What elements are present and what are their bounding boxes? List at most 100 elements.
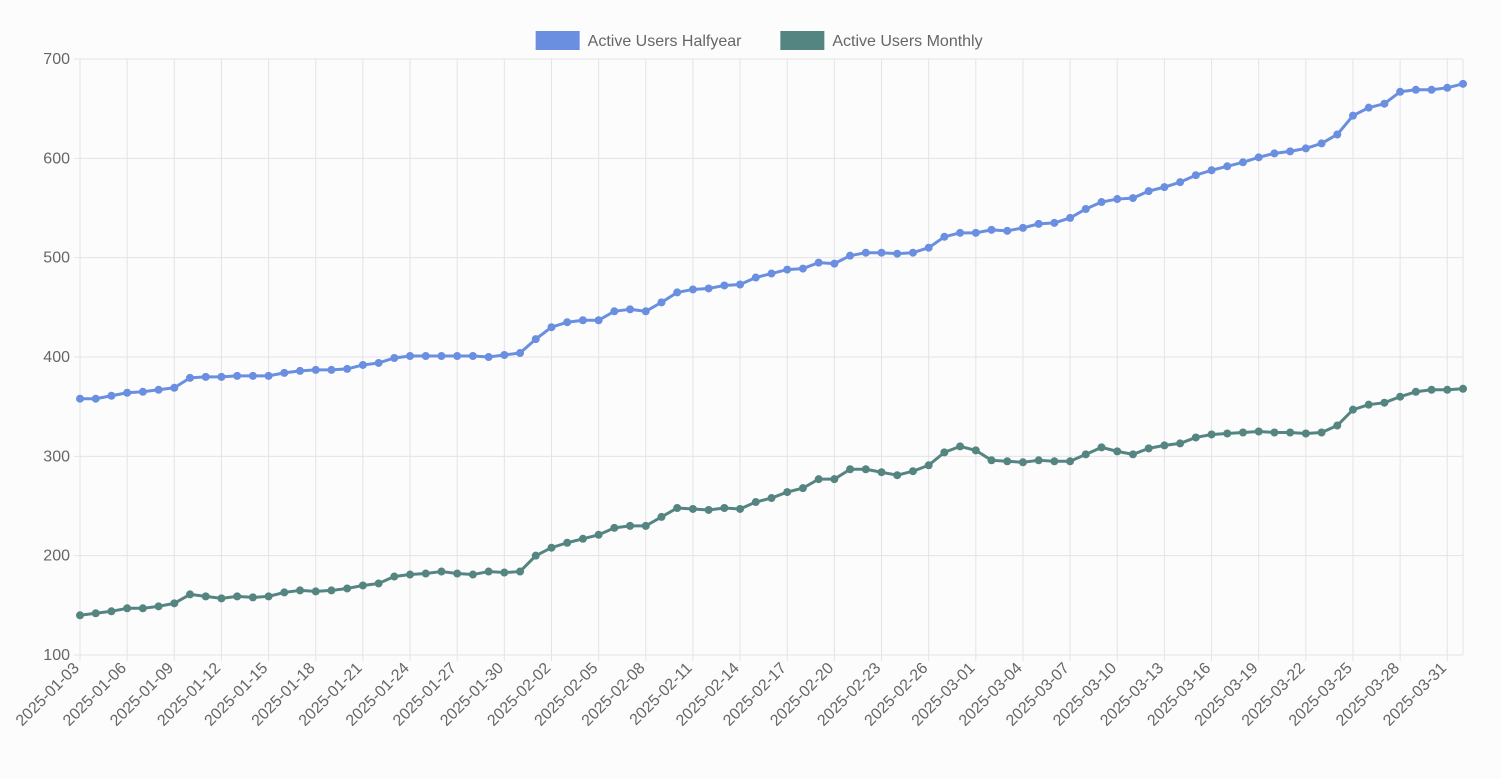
data-point[interactable] xyxy=(280,368,289,377)
data-point[interactable] xyxy=(468,352,477,361)
data-point[interactable] xyxy=(1144,187,1153,196)
data-point[interactable] xyxy=(563,538,572,547)
data-point[interactable] xyxy=(736,504,745,513)
data-point[interactable] xyxy=(1254,427,1263,436)
data-point[interactable] xyxy=(1270,428,1279,437)
data-point[interactable] xyxy=(500,351,509,360)
data-point[interactable] xyxy=(940,448,949,457)
data-point[interactable] xyxy=(1364,103,1373,112)
data-point[interactable] xyxy=(358,581,367,590)
data-point[interactable] xyxy=(720,281,729,290)
data-point[interactable] xyxy=(1128,450,1137,459)
data-point[interactable] xyxy=(971,228,980,237)
data-point[interactable] xyxy=(1443,385,1452,394)
data-point[interactable] xyxy=(1160,183,1169,192)
data-point[interactable] xyxy=(233,371,242,380)
data-point[interactable] xyxy=(1018,223,1027,232)
data-point[interactable] xyxy=(358,360,367,369)
data-point[interactable] xyxy=(280,588,289,597)
data-point[interactable] xyxy=(437,352,446,361)
data-point[interactable] xyxy=(1396,392,1405,401)
data-point[interactable] xyxy=(956,442,965,451)
data-point[interactable] xyxy=(987,456,996,465)
data-point[interactable] xyxy=(1066,213,1075,222)
data-point[interactable] xyxy=(1081,450,1090,459)
data-point[interactable] xyxy=(594,316,603,325)
data-point[interactable] xyxy=(720,503,729,512)
data-point[interactable] xyxy=(138,387,147,396)
data-point[interactable] xyxy=(814,258,823,267)
data-point[interactable] xyxy=(217,372,226,381)
data-point[interactable] xyxy=(1348,111,1357,120)
data-point[interactable] xyxy=(1003,457,1012,466)
data-point[interactable] xyxy=(76,394,84,403)
data-point[interactable] xyxy=(107,607,116,616)
data-point[interactable] xyxy=(736,280,745,289)
data-point[interactable] xyxy=(91,394,100,403)
data-point[interactable] xyxy=(1176,178,1185,187)
data-point[interactable] xyxy=(673,503,682,512)
data-point[interactable] xyxy=(971,446,980,455)
data-point[interactable] xyxy=(1050,457,1059,466)
data-point[interactable] xyxy=(76,611,84,620)
data-point[interactable] xyxy=(767,494,776,503)
data-point[interactable] xyxy=(1411,85,1420,94)
data-point[interactable] xyxy=(343,584,352,593)
data-point[interactable] xyxy=(798,484,807,493)
data-point[interactable] xyxy=(861,248,870,257)
data-point[interactable] xyxy=(154,602,163,611)
data-point[interactable] xyxy=(846,251,855,260)
data-point[interactable] xyxy=(437,567,446,576)
data-point[interactable] xyxy=(1270,149,1279,158)
data-point[interactable] xyxy=(296,586,305,595)
data-point[interactable] xyxy=(91,609,100,618)
data-point[interactable] xyxy=(956,228,965,237)
data-point[interactable] xyxy=(311,587,320,596)
data-point[interactable] xyxy=(123,388,132,397)
data-point[interactable] xyxy=(1223,429,1232,438)
data-point[interactable] xyxy=(814,475,823,484)
data-point[interactable] xyxy=(657,298,666,307)
data-point[interactable] xyxy=(547,543,556,552)
data-point[interactable] xyxy=(390,353,399,362)
data-point[interactable] xyxy=(641,307,650,316)
data-point[interactable] xyxy=(201,372,210,381)
data-point[interactable] xyxy=(1207,430,1216,439)
data-point[interactable] xyxy=(484,567,493,576)
data-point[interactable] xyxy=(1144,444,1153,453)
legend-item[interactable]: Active Users Monthly xyxy=(780,31,983,50)
data-point[interactable] xyxy=(201,592,210,601)
data-point[interactable] xyxy=(1380,99,1389,108)
data-point[interactable] xyxy=(704,505,713,514)
data-point[interactable] xyxy=(1301,429,1310,438)
data-point[interactable] xyxy=(1207,166,1216,175)
data-point[interactable] xyxy=(107,391,116,400)
data-point[interactable] xyxy=(893,249,902,258)
data-point[interactable] xyxy=(783,488,792,497)
data-point[interactable] xyxy=(1443,83,1452,92)
data-point[interactable] xyxy=(296,366,305,375)
data-point[interactable] xyxy=(311,365,320,374)
data-point[interactable] xyxy=(233,592,242,601)
data-point[interactable] xyxy=(453,569,462,578)
data-point[interactable] xyxy=(1050,218,1059,227)
data-point[interactable] xyxy=(264,371,273,380)
data-point[interactable] xyxy=(327,365,336,374)
data-point[interactable] xyxy=(421,569,430,578)
data-point[interactable] xyxy=(1427,85,1436,94)
data-point[interactable] xyxy=(1333,421,1342,430)
data-point[interactable] xyxy=(374,579,383,588)
data-point[interactable] xyxy=(547,323,556,332)
data-point[interactable] xyxy=(327,586,336,595)
data-point[interactable] xyxy=(248,593,257,602)
data-point[interactable] xyxy=(531,335,540,344)
data-point[interactable] xyxy=(688,285,697,294)
data-point[interactable] xyxy=(531,551,540,560)
data-point[interactable] xyxy=(908,467,917,476)
data-point[interactable] xyxy=(390,572,399,581)
data-point[interactable] xyxy=(516,567,525,576)
data-point[interactable] xyxy=(578,316,587,325)
data-point[interactable] xyxy=(578,534,587,543)
data-point[interactable] xyxy=(688,504,697,513)
data-point[interactable] xyxy=(798,264,807,273)
